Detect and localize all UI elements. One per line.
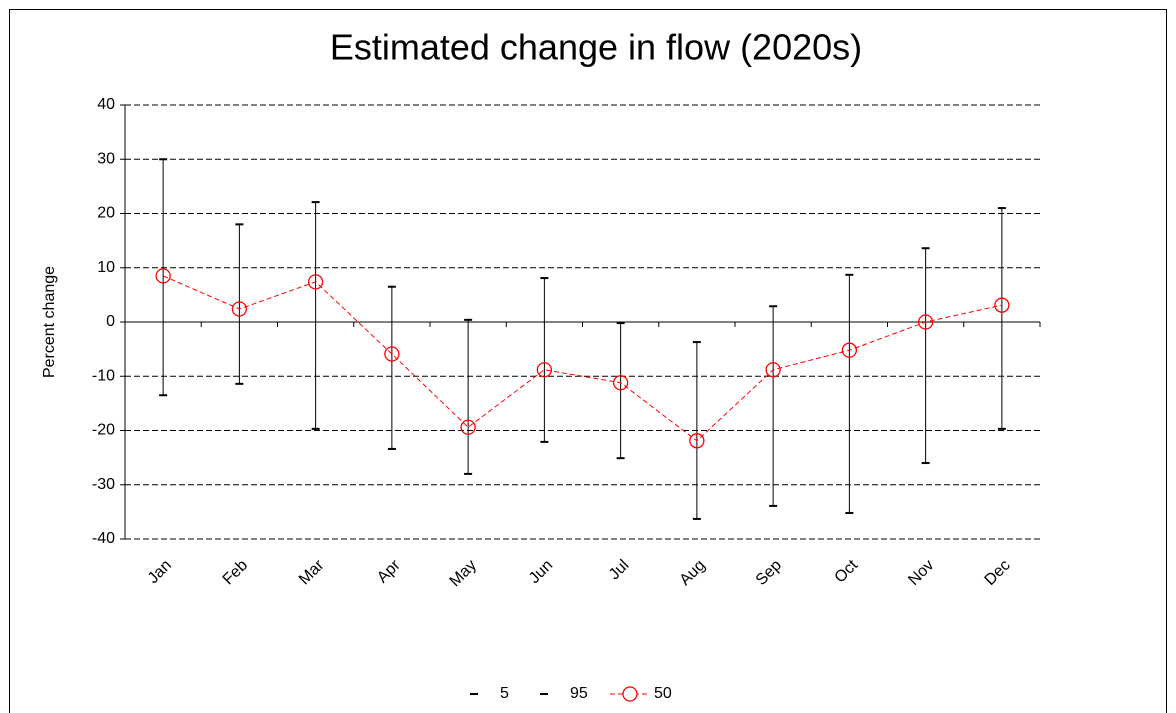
chart-frame bbox=[9, 9, 1167, 713]
y-tick-label: 40 bbox=[97, 96, 115, 113]
y-tick-label: -10 bbox=[92, 367, 115, 384]
median-marker bbox=[231, 301, 248, 317]
median-marker bbox=[994, 297, 1010, 313]
median-marker bbox=[460, 419, 476, 435]
y-tick-label: -20 bbox=[92, 422, 115, 439]
median-line bbox=[162, 275, 1002, 442]
median-marker bbox=[612, 375, 629, 391]
median-marker bbox=[307, 274, 324, 290]
median-marker bbox=[917, 314, 934, 330]
y-tick-label: 10 bbox=[97, 259, 115, 276]
y-tick-label: 20 bbox=[97, 205, 115, 222]
median-marker bbox=[384, 346, 400, 362]
median-marker bbox=[689, 433, 705, 449]
median-marker bbox=[536, 362, 553, 378]
median-marker bbox=[155, 268, 171, 284]
y-tick-label: -30 bbox=[92, 476, 115, 493]
y-tick-label: -40 bbox=[92, 530, 115, 547]
y-tick-label: 30 bbox=[97, 150, 115, 167]
legend-label: 50 bbox=[654, 685, 672, 702]
median-marker bbox=[841, 342, 858, 358]
legend-label: 95 bbox=[570, 685, 588, 702]
median-marker bbox=[765, 362, 781, 378]
y-axis-label: Percent change bbox=[41, 266, 58, 378]
chart-title: Estimated change in flow (2020s) bbox=[330, 27, 862, 68]
y-tick-label: 0 bbox=[106, 313, 115, 330]
legend-marker bbox=[622, 686, 638, 702]
legend-label: 5 bbox=[500, 685, 509, 702]
